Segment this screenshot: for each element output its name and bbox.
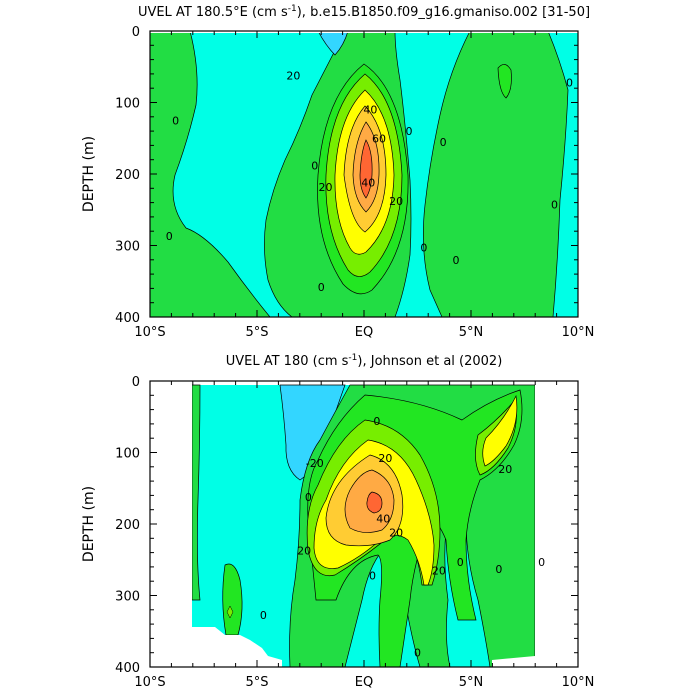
fill-level-jet-60 bbox=[359, 139, 373, 199]
contour-label: 0 bbox=[311, 159, 318, 172]
x-tick-label: 5°S bbox=[245, 675, 268, 690]
contour-label: 20 bbox=[389, 195, 403, 208]
contour-label: 40 bbox=[376, 512, 390, 525]
contour-label: 0 bbox=[260, 609, 267, 622]
contour-label: 20 bbox=[389, 527, 403, 540]
x-tick-label: 10°S bbox=[134, 675, 165, 690]
x-tick-label: 10°N bbox=[562, 675, 595, 690]
nodata-left bbox=[151, 382, 192, 666]
nodata-se bbox=[492, 656, 535, 667]
contour-label: 0 bbox=[453, 254, 460, 267]
contour-label: 0 bbox=[440, 136, 447, 149]
contour-label: 0 bbox=[305, 491, 312, 504]
contour-label: 20 bbox=[297, 544, 311, 557]
fill-level-obs-west-blob bbox=[222, 563, 243, 636]
contour-label: 0 bbox=[369, 569, 376, 582]
contour-fill-observed bbox=[191, 384, 536, 667]
contour-label: 0 bbox=[566, 76, 573, 89]
x-tick-label: 5°N bbox=[459, 675, 484, 690]
contour-label: 0 bbox=[405, 125, 412, 138]
contour-label: 0 bbox=[166, 230, 173, 243]
x-tick-label: 10°N bbox=[562, 325, 595, 340]
fill-level-neg2 bbox=[317, 31, 349, 56]
y-tick-label: 100 bbox=[115, 447, 140, 462]
contour-label: 20 bbox=[286, 69, 300, 82]
y-tick-label: 0 bbox=[132, 375, 140, 390]
contour-labels-observed: -20 0 20 0 20 40 20 20 0 0 0 0 20 0 0 bbox=[260, 415, 545, 660]
contour-label: 0 bbox=[373, 415, 380, 428]
contour-label: -20 bbox=[306, 457, 324, 470]
fill-level-east-lobe bbox=[497, 64, 512, 99]
contour-label: 0 bbox=[172, 114, 179, 127]
y-tick-label: 200 bbox=[115, 518, 140, 533]
x-tick-label: EQ bbox=[355, 675, 373, 690]
contour-label: 0 bbox=[318, 281, 325, 294]
contour-label: 0 bbox=[414, 647, 421, 660]
x-tick-label: 10°S bbox=[134, 325, 165, 340]
contour-label: 0 bbox=[538, 556, 545, 569]
nodata-right bbox=[535, 382, 577, 666]
y-tick-label: 400 bbox=[115, 311, 140, 326]
contour-label: 20 bbox=[318, 181, 332, 194]
fill-level-obs-pos30-east bbox=[482, 394, 518, 467]
y-tick-label: 200 bbox=[115, 168, 140, 183]
y-tick-label: 400 bbox=[115, 661, 140, 676]
contour-label: 0 bbox=[457, 556, 464, 569]
fill-level-obs-pos60 bbox=[366, 491, 383, 514]
contour-label: 40 bbox=[361, 177, 375, 190]
fill-level-obs-west-strip bbox=[191, 384, 201, 601]
contour-label: 0 bbox=[551, 199, 558, 212]
contour-label: 0 bbox=[495, 563, 502, 576]
fill-level-neg-fareast bbox=[547, 31, 578, 317]
y-tick-label: 0 bbox=[132, 25, 140, 40]
title-model: UVEL AT 180.5°E (cm s-1), b.e15.B1850.f0… bbox=[138, 4, 590, 20]
x-tick-label: 5°S bbox=[245, 325, 268, 340]
contour-label: 40 bbox=[363, 104, 377, 117]
ylabel-observed: DEPTH (m) bbox=[81, 486, 97, 562]
contour-label: 20 bbox=[432, 564, 446, 577]
x-tick-label: 5°N bbox=[459, 325, 484, 340]
contour-label: 20 bbox=[498, 463, 512, 476]
contour-label: 20 bbox=[378, 452, 392, 465]
y-tick-label: 300 bbox=[115, 590, 140, 605]
y-tick-label: 300 bbox=[115, 240, 140, 255]
title-observed: UVEL AT 180 (cm s-1), Johnson et al (200… bbox=[226, 353, 503, 369]
fill-level-obs-west-star bbox=[226, 605, 234, 619]
ylabel-model: DEPTH (m) bbox=[81, 136, 97, 212]
fill-level-neg-west bbox=[172, 31, 346, 317]
x-tick-label: EQ bbox=[355, 325, 373, 340]
contour-fill-model bbox=[150, 31, 578, 317]
contour-label: 60 bbox=[372, 132, 386, 145]
contour-label: 0 bbox=[420, 242, 427, 255]
fill-level-neg-east bbox=[394, 31, 471, 317]
nodata-sw bbox=[192, 627, 282, 667]
y-tick-label: 100 bbox=[115, 97, 140, 112]
